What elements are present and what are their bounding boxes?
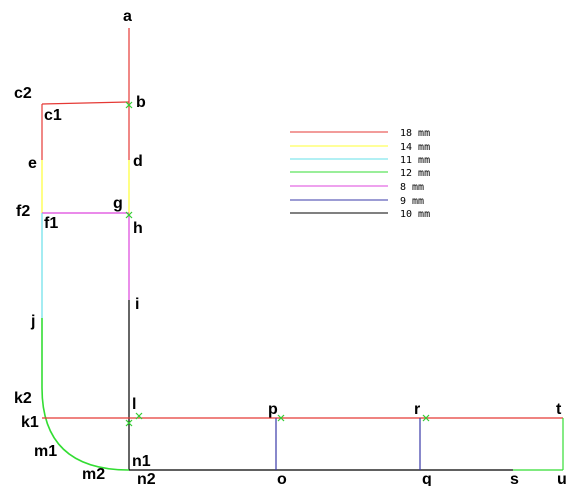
- segment-k2-n2-arc: [41, 387, 130, 471]
- legend-label: 10 mm: [400, 209, 430, 220]
- segment-b-c1: [41, 101, 130, 105]
- label-s: s: [510, 471, 519, 486]
- label-k2: k2: [14, 390, 32, 407]
- legend-entry: 8 mm: [290, 182, 424, 193]
- label-q: q: [422, 471, 432, 486]
- marker-stroke: [125, 101, 133, 109]
- label-r: r: [414, 401, 420, 418]
- label-d: d: [133, 153, 143, 170]
- label-i: i: [135, 296, 139, 313]
- legend-label: 14 mm: [400, 142, 430, 153]
- label-l: l: [132, 396, 136, 413]
- legend: 18 mm 14 mm 11 mm 12 mm 8 mm 9 mm 10 mm: [290, 128, 430, 220]
- legend-entry: 10 mm: [290, 209, 430, 220]
- label-c1: c1: [44, 107, 62, 124]
- legend-entry: 14 mm: [290, 142, 430, 153]
- marker-g: [125, 211, 133, 219]
- label-h: h: [133, 220, 143, 237]
- label-k1: k1: [21, 414, 39, 431]
- legend-entry: 18 mm: [290, 128, 430, 139]
- legend-entry: 11 mm: [290, 155, 430, 166]
- marker-p: [277, 414, 285, 422]
- marker-stroke: [422, 414, 430, 422]
- label-n1: n1: [132, 453, 151, 470]
- marker-stroke: [125, 419, 133, 427]
- legend-entry: 12 mm: [290, 168, 430, 179]
- marker-stroke: [277, 414, 285, 422]
- legend-label: 8 mm: [400, 182, 424, 193]
- label-b: b: [136, 94, 146, 111]
- label-n2: n2: [137, 471, 156, 486]
- legend-label: 12 mm: [400, 168, 430, 179]
- legend-entry: 9 mm: [290, 196, 424, 207]
- label-g: g: [113, 195, 123, 212]
- marker-l: [135, 412, 143, 420]
- label-f1: f1: [44, 215, 58, 232]
- label-a: a: [123, 8, 132, 25]
- marker-k1: [125, 419, 133, 427]
- legend-label: 18 mm: [400, 128, 430, 139]
- marker-b: [125, 101, 133, 109]
- label-m1: m1: [34, 443, 57, 460]
- marker-r: [422, 414, 430, 422]
- label-m2: m2: [82, 466, 105, 483]
- marker-stroke: [135, 412, 143, 420]
- legend-label: 9 mm: [400, 196, 424, 207]
- marker-stroke: [125, 211, 133, 219]
- label-p: p: [268, 401, 278, 418]
- label-o: o: [277, 471, 287, 486]
- label-e: e: [28, 155, 37, 172]
- label-t: t: [556, 401, 562, 418]
- legend-label: 11 mm: [400, 155, 430, 166]
- label-u: u: [557, 471, 567, 486]
- label-f2: f2: [16, 203, 30, 220]
- label-j: j: [30, 313, 35, 330]
- label-c2: c2: [14, 85, 32, 102]
